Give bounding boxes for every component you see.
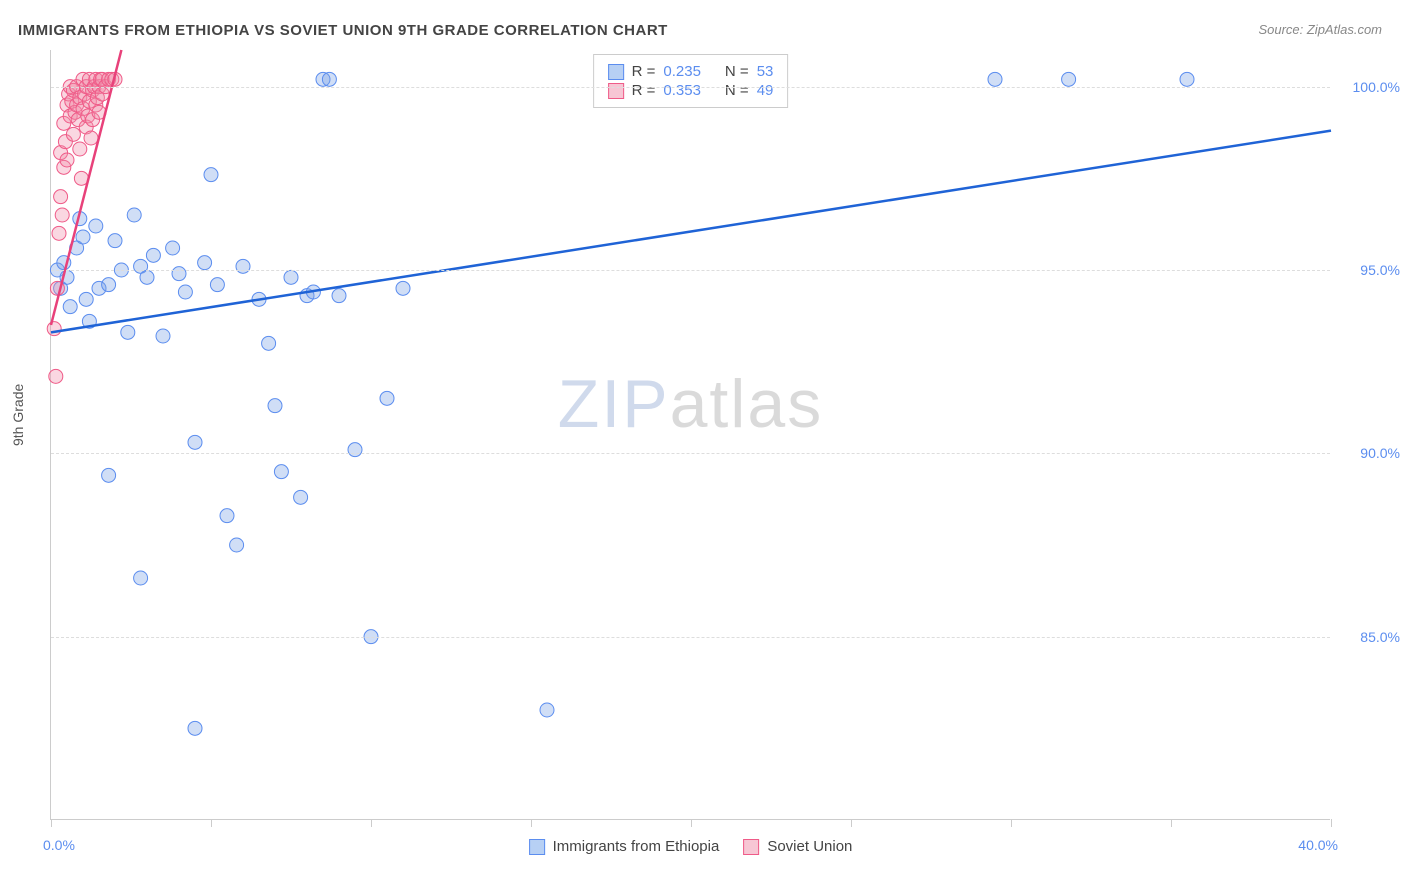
y-tick-label: 85.0% xyxy=(1360,629,1400,645)
gridline xyxy=(51,453,1330,454)
data-point xyxy=(84,131,98,145)
data-point xyxy=(52,226,66,240)
x-tick xyxy=(51,819,52,827)
correlation-legend: R = 0.235 N = 53 R = 0.353 N = 49 xyxy=(593,54,789,108)
series-legend: Immigrants from Ethiopia Soviet Union xyxy=(529,838,853,855)
plot-svg xyxy=(51,50,1330,819)
data-point xyxy=(49,369,63,383)
x-max-label: 40.0% xyxy=(1298,837,1338,853)
data-point xyxy=(188,435,202,449)
gridline xyxy=(51,87,1330,88)
r-value: 0.353 xyxy=(663,82,701,99)
x-min-label: 0.0% xyxy=(43,837,75,853)
chart-source: Source: ZipAtlas.com xyxy=(1258,22,1382,37)
data-point xyxy=(396,281,410,295)
legend-row: R = 0.235 N = 53 xyxy=(608,63,774,80)
n-value: 49 xyxy=(757,82,774,99)
data-point xyxy=(172,267,186,281)
x-tick xyxy=(1171,819,1172,827)
data-point xyxy=(60,153,74,167)
r-label: R = xyxy=(632,82,656,99)
x-tick xyxy=(371,819,372,827)
chart-title: IMMIGRANTS FROM ETHIOPIA VS SOVIET UNION… xyxy=(18,22,668,39)
data-point xyxy=(166,241,180,255)
data-point xyxy=(322,72,336,86)
r-value: 0.235 xyxy=(663,63,701,80)
legend-swatch xyxy=(608,83,624,99)
data-point xyxy=(284,270,298,284)
x-tick xyxy=(211,819,212,827)
data-point xyxy=(236,259,250,273)
data-point xyxy=(47,322,61,336)
data-point xyxy=(198,256,212,270)
legend-label: Soviet Union xyxy=(767,838,852,855)
legend-label: Immigrants from Ethiopia xyxy=(553,838,720,855)
correlation-chart: IMMIGRANTS FROM ETHIOPIA VS SOVIET UNION… xyxy=(0,0,1406,892)
data-point xyxy=(79,292,93,306)
legend-item: Immigrants from Ethiopia xyxy=(529,838,720,855)
plot-area: ZIPatlas R =0.235N =53R =0.353N =49 0.0%… xyxy=(50,50,1330,820)
data-point xyxy=(76,230,90,244)
data-point xyxy=(55,208,69,222)
data-point xyxy=(268,399,282,413)
legend-swatch xyxy=(608,64,624,80)
data-point xyxy=(73,142,87,156)
r-label: R = xyxy=(632,63,656,80)
data-point xyxy=(348,443,362,457)
data-point xyxy=(102,468,116,482)
data-point xyxy=(127,208,141,222)
x-tick xyxy=(851,819,852,827)
data-point xyxy=(54,190,68,204)
data-point xyxy=(210,278,224,292)
y-tick-label: 100.0% xyxy=(1353,79,1400,95)
data-point xyxy=(134,571,148,585)
y-tick-label: 90.0% xyxy=(1360,445,1400,461)
data-point xyxy=(540,703,554,717)
gridline xyxy=(51,270,1330,271)
data-point xyxy=(121,325,135,339)
data-point xyxy=(178,285,192,299)
data-point xyxy=(230,538,244,552)
data-point xyxy=(988,72,1002,86)
data-point xyxy=(102,278,116,292)
gridline xyxy=(51,637,1330,638)
data-point xyxy=(380,391,394,405)
data-point xyxy=(146,248,160,262)
data-point xyxy=(220,509,234,523)
y-tick-label: 95.0% xyxy=(1360,262,1400,278)
n-value: 53 xyxy=(757,63,774,80)
data-point xyxy=(274,465,288,479)
data-point xyxy=(1180,72,1194,86)
x-tick xyxy=(691,819,692,827)
data-point xyxy=(332,289,346,303)
legend-swatch xyxy=(743,839,759,855)
data-point xyxy=(262,336,276,350)
data-point xyxy=(66,127,80,141)
data-point xyxy=(89,219,103,233)
data-point xyxy=(294,490,308,504)
x-tick xyxy=(531,819,532,827)
n-label: N = xyxy=(725,63,749,80)
n-label: N = xyxy=(725,82,749,99)
data-point xyxy=(140,270,154,284)
x-tick xyxy=(1331,819,1332,827)
y-axis-title: 9th Grade xyxy=(10,384,26,446)
data-point xyxy=(108,234,122,248)
trend-line xyxy=(51,131,1331,333)
legend-item: Soviet Union xyxy=(743,838,852,855)
legend-swatch xyxy=(529,839,545,855)
x-tick xyxy=(1011,819,1012,827)
data-point xyxy=(156,329,170,343)
data-point xyxy=(204,168,218,182)
data-point xyxy=(1062,72,1076,86)
data-point xyxy=(63,300,77,314)
data-point xyxy=(188,721,202,735)
legend-row: R = 0.353 N = 49 xyxy=(608,82,774,99)
